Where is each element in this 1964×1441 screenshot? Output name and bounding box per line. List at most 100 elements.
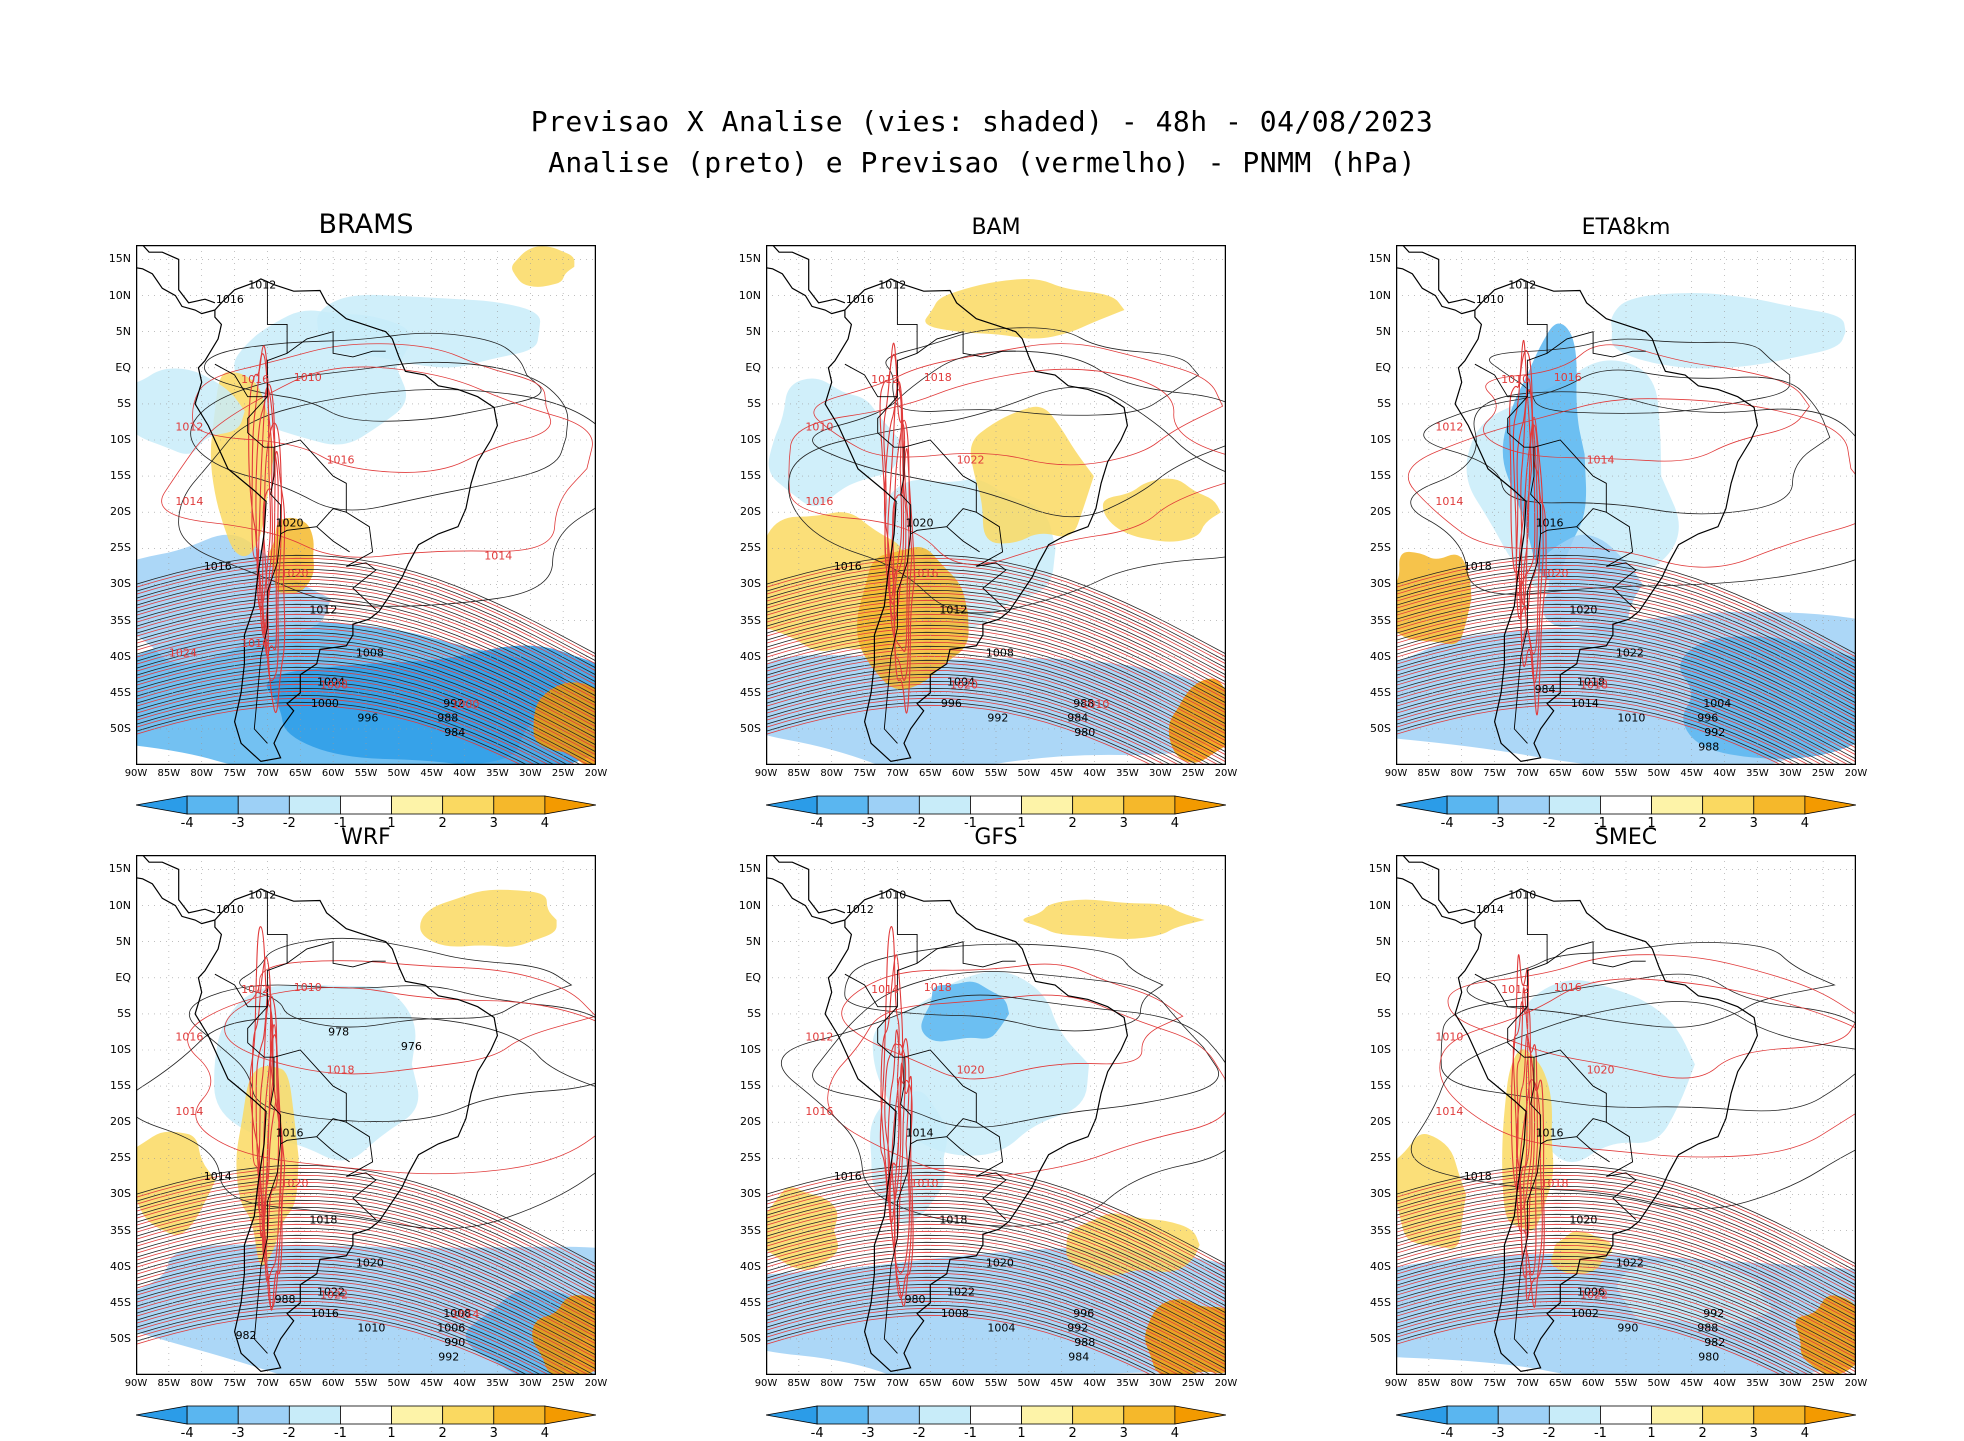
lon-tick-label: 30W <box>1148 1378 1172 1389</box>
lon-tick-label: 25W <box>551 1378 575 1389</box>
analysis-label: 1012 <box>878 278 906 291</box>
bias-area <box>1168 678 1226 763</box>
coastlines <box>766 245 1129 763</box>
analysis-isobar <box>1396 680 1829 765</box>
analysis-isobar <box>136 687 556 765</box>
coastlines <box>1396 855 1759 1373</box>
analysis-label: 990 <box>444 1336 465 1349</box>
forecast-isobar <box>262 422 283 682</box>
analysis-label: 988 <box>437 712 458 725</box>
analysis-isobar <box>766 1290 1199 1375</box>
colorbar-label: 4 <box>1800 1426 1810 1441</box>
forecast-isobar <box>766 1195 1226 1296</box>
analysis-isobar <box>766 1206 1226 1307</box>
lon-tick-label: 65W <box>918 1378 942 1389</box>
analysis-label: 1020 <box>1569 1213 1597 1226</box>
analysis-label: 1012 <box>248 278 276 291</box>
lat-tick-label: 10S <box>740 1043 761 1056</box>
forecast-isobar <box>136 1258 596 1359</box>
lat-tick-label: 10S <box>1370 433 1391 446</box>
map-plot: 1010101410161018102010221006100299099298… <box>1396 855 1856 1375</box>
forecast-isobar <box>136 585 596 686</box>
forecast-isobar <box>136 1314 523 1375</box>
analysis-isobar <box>136 610 596 711</box>
forecast-isobar <box>136 1216 596 1317</box>
forecast-isobar <box>766 1202 1226 1303</box>
analysis-isobar <box>766 1276 1225 1375</box>
forecast-isobar <box>136 571 596 672</box>
forecast-isobar <box>136 704 523 765</box>
forecast-isobar <box>1396 641 1856 742</box>
analysis-isobar <box>780 994 1226 1227</box>
analysis-isobar <box>136 568 596 669</box>
analysis-label: 982 <box>236 1329 257 1342</box>
colorbar-label: -1 <box>1593 816 1607 831</box>
forecast-isobar <box>766 1293 1194 1375</box>
contour-labels: 1012101610201016101210081004100099699298… <box>169 278 512 739</box>
colorbar-label: 4 <box>1170 1426 1180 1441</box>
analysis-label: 1022 <box>1616 1257 1644 1270</box>
lon-tick-label: 40W <box>1083 768 1106 779</box>
lat-tick-label: 15N <box>738 862 761 876</box>
forecast-isobar <box>248 345 271 610</box>
forecast-label: 1012 <box>805 1031 833 1044</box>
colorbar-swatch <box>544 795 596 815</box>
lon-tick-label: 50W <box>387 768 411 779</box>
forecast-isobar <box>251 353 273 639</box>
forecast-isobar <box>136 620 596 721</box>
colorbar-label: 3 <box>1119 816 1128 831</box>
forecast-isobar <box>1396 669 1850 765</box>
analysis-isobar <box>1396 1290 1829 1375</box>
forecast-isobar <box>766 1258 1226 1359</box>
forecast-isobar <box>766 683 1194 765</box>
forecast-isobar <box>1396 592 1856 693</box>
lat-tick-label: 40S <box>110 649 131 663</box>
analysis-label: 992 <box>438 1351 459 1364</box>
lat-tick-label: 15N <box>738 252 761 266</box>
forecast-isobar <box>1396 1251 1856 1352</box>
coastlines <box>1396 245 1759 763</box>
colorbar-swatch <box>766 795 818 815</box>
lat-tick-label: 45S <box>740 1295 761 1309</box>
analysis-isobar <box>136 1171 596 1272</box>
lon-tick-label: 70W <box>256 1378 279 1389</box>
forecast-isobar <box>136 564 596 665</box>
forecast-label: 1020 <box>281 567 309 580</box>
analysis-isobar <box>178 389 596 607</box>
analysis-isobar <box>1396 1192 1856 1293</box>
forecast-label: 1016 <box>327 454 355 467</box>
analysis-isobar <box>766 638 1226 739</box>
forecast-label: 1020 <box>281 1177 309 1190</box>
analysis-isobar <box>1396 638 1856 739</box>
colorbar-label: -4 <box>1440 816 1454 831</box>
bias-area <box>266 645 596 765</box>
analysis-isobar <box>136 589 596 690</box>
analysis-isobar <box>766 666 1225 765</box>
lon-tick-label: 35W <box>1746 1378 1769 1389</box>
lat-tick-label: 5S <box>1377 396 1391 410</box>
analysis-isobar <box>1396 1234 1856 1335</box>
forecast-isobar <box>136 627 596 728</box>
analysis-isobar <box>766 1304 1173 1375</box>
panel-gfs: GFS 1010 1012 1014 1016 1018 1020 1022 1008 1004 9… <box>666 825 1266 1441</box>
analysis-label: 1018 <box>1464 1170 1492 1183</box>
analysis-isobar <box>1396 1164 1856 1265</box>
colorbar-label: -4 <box>180 816 194 831</box>
lon-tick-label: 70W <box>1516 768 1539 779</box>
analysis-label: 1010 <box>1508 888 1536 901</box>
analysis-label: 1020 <box>986 1257 1014 1270</box>
forecast-isobar <box>766 620 1226 721</box>
analysis-isobar <box>844 943 1164 1032</box>
isobars <box>766 327 1226 765</box>
colorbar-label: 3 <box>1749 816 1758 831</box>
colorbar-swatch <box>493 795 546 815</box>
analysis-label: 1010 <box>878 888 906 901</box>
forecast-label: 1024 <box>169 647 197 660</box>
forecast-isobar <box>1396 1279 1850 1375</box>
analysis-isobar <box>1396 589 1856 690</box>
forecast-label: 1014 <box>451 1308 479 1321</box>
forecast-isobar <box>1396 557 1856 658</box>
colorbar-swatch <box>918 795 971 815</box>
lon-tick-label: 20W <box>1214 768 1238 779</box>
forecast-isobar <box>136 634 596 735</box>
